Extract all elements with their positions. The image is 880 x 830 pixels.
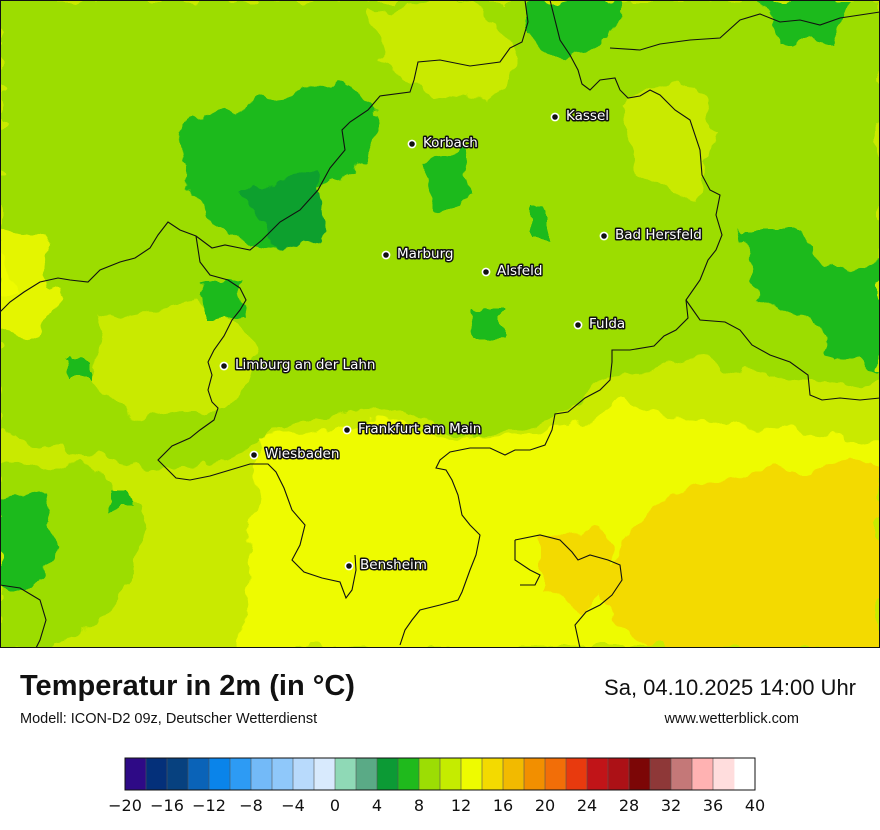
city-marker-icon — [344, 561, 354, 571]
temperature-map: Kassel Korbach Bad Hersfeld Marburg Alsf… — [0, 0, 880, 648]
forecast-datetime: Sa, 04.10.2025 14:00 Uhr — [604, 675, 856, 700]
city-wiesbaden: Wiesbaden — [249, 445, 341, 464]
scale-swatch — [566, 758, 588, 790]
city-frankfurt: Frankfurt am Main — [342, 420, 483, 439]
city-marker-icon — [249, 450, 259, 460]
scale-tick-label: 36 — [703, 796, 723, 815]
city-label: Marburg — [397, 246, 453, 262]
city-label: Limburg an der Lahn — [235, 357, 375, 373]
scale-swatch — [440, 758, 462, 790]
scale-tick-label: −20 — [108, 796, 142, 815]
city-marker-icon — [599, 231, 609, 241]
scale-swatch — [692, 758, 714, 790]
scale-tick-label: 28 — [619, 796, 639, 815]
city-marker-icon — [219, 361, 229, 371]
scale-swatch — [314, 758, 336, 790]
city-fulda: Fulda — [573, 315, 627, 334]
scale-swatch — [419, 758, 441, 790]
scale-tick-label: 0 — [330, 796, 340, 815]
scale-swatch — [713, 758, 735, 790]
city-label: Wiesbaden — [265, 446, 339, 462]
scale-swatch — [125, 758, 147, 790]
city-bad-hersfeld: Bad Hersfeld — [599, 226, 703, 245]
city-marburg: Marburg — [381, 245, 455, 264]
map-title: Temperatur in 2m (in °C) — [20, 670, 355, 702]
scale-swatch — [146, 758, 168, 790]
scale-swatch — [524, 758, 546, 790]
scale-tick-label: 20 — [535, 796, 555, 815]
city-label: Korbach — [423, 135, 478, 151]
city-marker-icon — [381, 250, 391, 260]
city-marker-icon — [481, 267, 491, 277]
scale-tick-label: 32 — [661, 796, 681, 815]
state-borders — [0, 0, 880, 648]
scale-tick-label: −16 — [150, 796, 184, 815]
city-label: Bad Hersfeld — [615, 227, 702, 243]
city-alsfeld: Alsfeld — [481, 262, 544, 281]
scale-tick-label: 16 — [493, 796, 513, 815]
city-label: Fulda — [589, 316, 625, 332]
scale-swatch — [587, 758, 609, 790]
scale-tick-label: 12 — [451, 796, 471, 815]
scale-swatch — [230, 758, 252, 790]
scale-tick-label: 24 — [577, 796, 597, 815]
temperature-fields — [0, 0, 880, 648]
city-label: Frankfurt am Main — [358, 421, 481, 437]
scale-tick-label: −12 — [192, 796, 226, 815]
scale-swatch — [356, 758, 378, 790]
scale-swatch — [545, 758, 567, 790]
scale-swatch — [251, 758, 273, 790]
scale-swatch — [272, 758, 294, 790]
map-footer: Temperatur in 2m (in °C) Modell: ICON-D2… — [0, 648, 880, 830]
scale-tick-label: 40 — [745, 796, 765, 815]
city-bensheim: Bensheim — [344, 556, 428, 575]
city-marker-icon — [342, 425, 352, 435]
city-marker-icon — [550, 112, 560, 122]
scale-swatch — [398, 758, 420, 790]
scale-swatch — [188, 758, 210, 790]
scale-swatch — [608, 758, 630, 790]
color-scale: −20 −16 −12 −8 −4 0 4 8 12 16 20 24 28 32 36 40 — [108, 757, 765, 815]
scale-swatch — [335, 758, 357, 790]
city-label: Alsfeld — [497, 263, 542, 279]
model-info: Modell: ICON-D2 09z, Deutscher Wetterdie… — [20, 711, 318, 727]
scale-swatch — [377, 758, 399, 790]
scale-swatch — [629, 758, 651, 790]
scale-tick-label: −4 — [281, 796, 305, 815]
city-limburg: Limburg an der Lahn — [219, 356, 377, 375]
city-kassel: Kassel — [550, 107, 611, 126]
scale-tick-label: 8 — [414, 796, 424, 815]
scale-frame — [124, 757, 756, 791]
scale-swatch — [293, 758, 315, 790]
scale-tick-label: −8 — [239, 796, 263, 815]
scale-swatch — [650, 758, 672, 790]
city-label: Kassel — [566, 108, 609, 124]
scale-swatch — [503, 758, 525, 790]
scale-swatch — [167, 758, 189, 790]
city-marker-icon — [573, 320, 583, 330]
scale-swatch — [482, 758, 504, 790]
city-marker-icon — [407, 139, 417, 149]
scale-swatch — [461, 758, 483, 790]
scale-tick-label: 4 — [372, 796, 382, 815]
website-link[interactable]: www.wetterblick.com — [664, 711, 799, 727]
scale-swatch — [209, 758, 231, 790]
city-korbach: Korbach — [407, 134, 479, 153]
scale-swatch — [671, 758, 693, 790]
city-label: Bensheim — [360, 557, 427, 573]
